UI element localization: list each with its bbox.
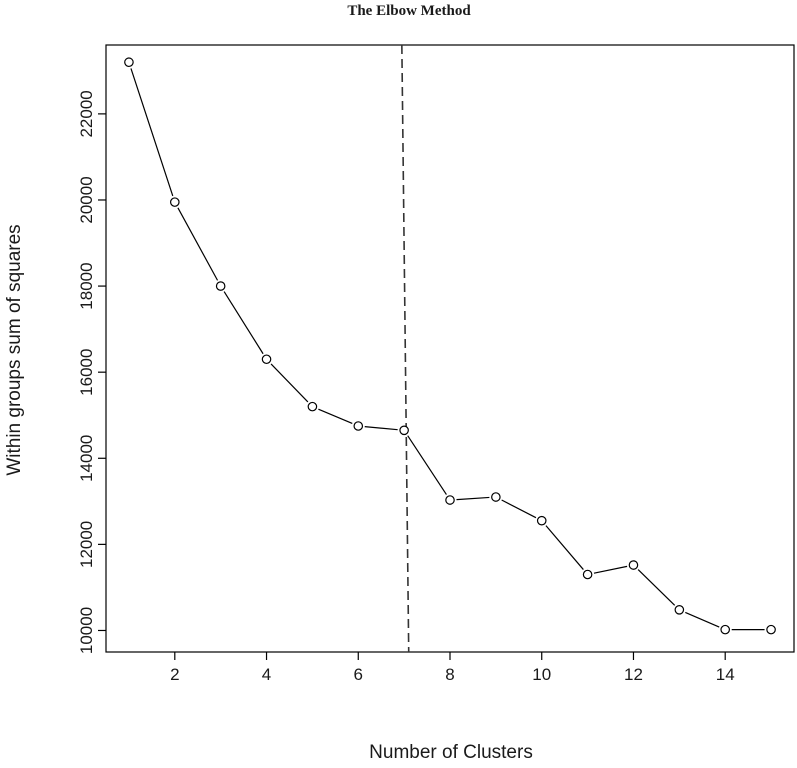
data-point [124, 57, 134, 68]
series-line-segment [637, 569, 676, 606]
x-tick-label: 6 [354, 665, 363, 684]
x-tick-label: 10 [532, 665, 551, 684]
y-tick-label: 14000 [77, 435, 96, 482]
x-tick-label: 12 [624, 665, 643, 684]
y-tick-label: 10000 [77, 607, 96, 654]
series-line-segment [593, 565, 628, 574]
series-line-segment [318, 408, 353, 425]
y-axis-label: Within groups sum of squares [4, 224, 25, 475]
series-line-segment [364, 425, 398, 431]
series-line-segment [685, 611, 720, 628]
chart-marks: 2 4 6 8 10 12 14 10000 12000 14000 16000 18000 20000… [77, 44, 776, 684]
plot-frame [105, 44, 795, 653]
data-point [720, 624, 730, 635]
y-tick-label: 20000 [77, 176, 96, 223]
data-point [215, 281, 226, 291]
y-tick-label: 16000 [77, 349, 96, 396]
x-tick-label: 8 [445, 665, 454, 684]
series-line-segment [177, 207, 219, 281]
series-line-segment [223, 291, 264, 355]
data-point [766, 624, 776, 635]
x-axis-label: Number of Clusters [369, 742, 533, 763]
series-line-segment [270, 363, 309, 403]
series-line-segment [501, 499, 537, 519]
x-tick-label: 14 [716, 665, 735, 684]
data-point [399, 425, 409, 436]
y-tick-label: 12000 [77, 521, 96, 568]
series-line-segment [130, 68, 174, 197]
data-point [582, 569, 593, 580]
data-point [307, 401, 318, 412]
chart-title: The Elbow Method [347, 3, 471, 19]
data-point [261, 354, 272, 365]
data-point [353, 421, 364, 431]
reference-line [401, 44, 410, 653]
data-point [628, 560, 639, 570]
data-point [170, 197, 180, 207]
y-tick-label: 22000 [77, 90, 96, 137]
data-point [491, 492, 501, 502]
x-tick-label: 2 [170, 665, 179, 684]
data-point [445, 495, 455, 505]
data-point [674, 605, 685, 615]
y-tick-label: 18000 [77, 262, 96, 309]
series-line-segment [456, 496, 490, 501]
data-point [536, 515, 547, 526]
series-line-segment [545, 525, 584, 570]
x-tick-label: 4 [262, 665, 271, 684]
series-line-segment [407, 435, 447, 495]
